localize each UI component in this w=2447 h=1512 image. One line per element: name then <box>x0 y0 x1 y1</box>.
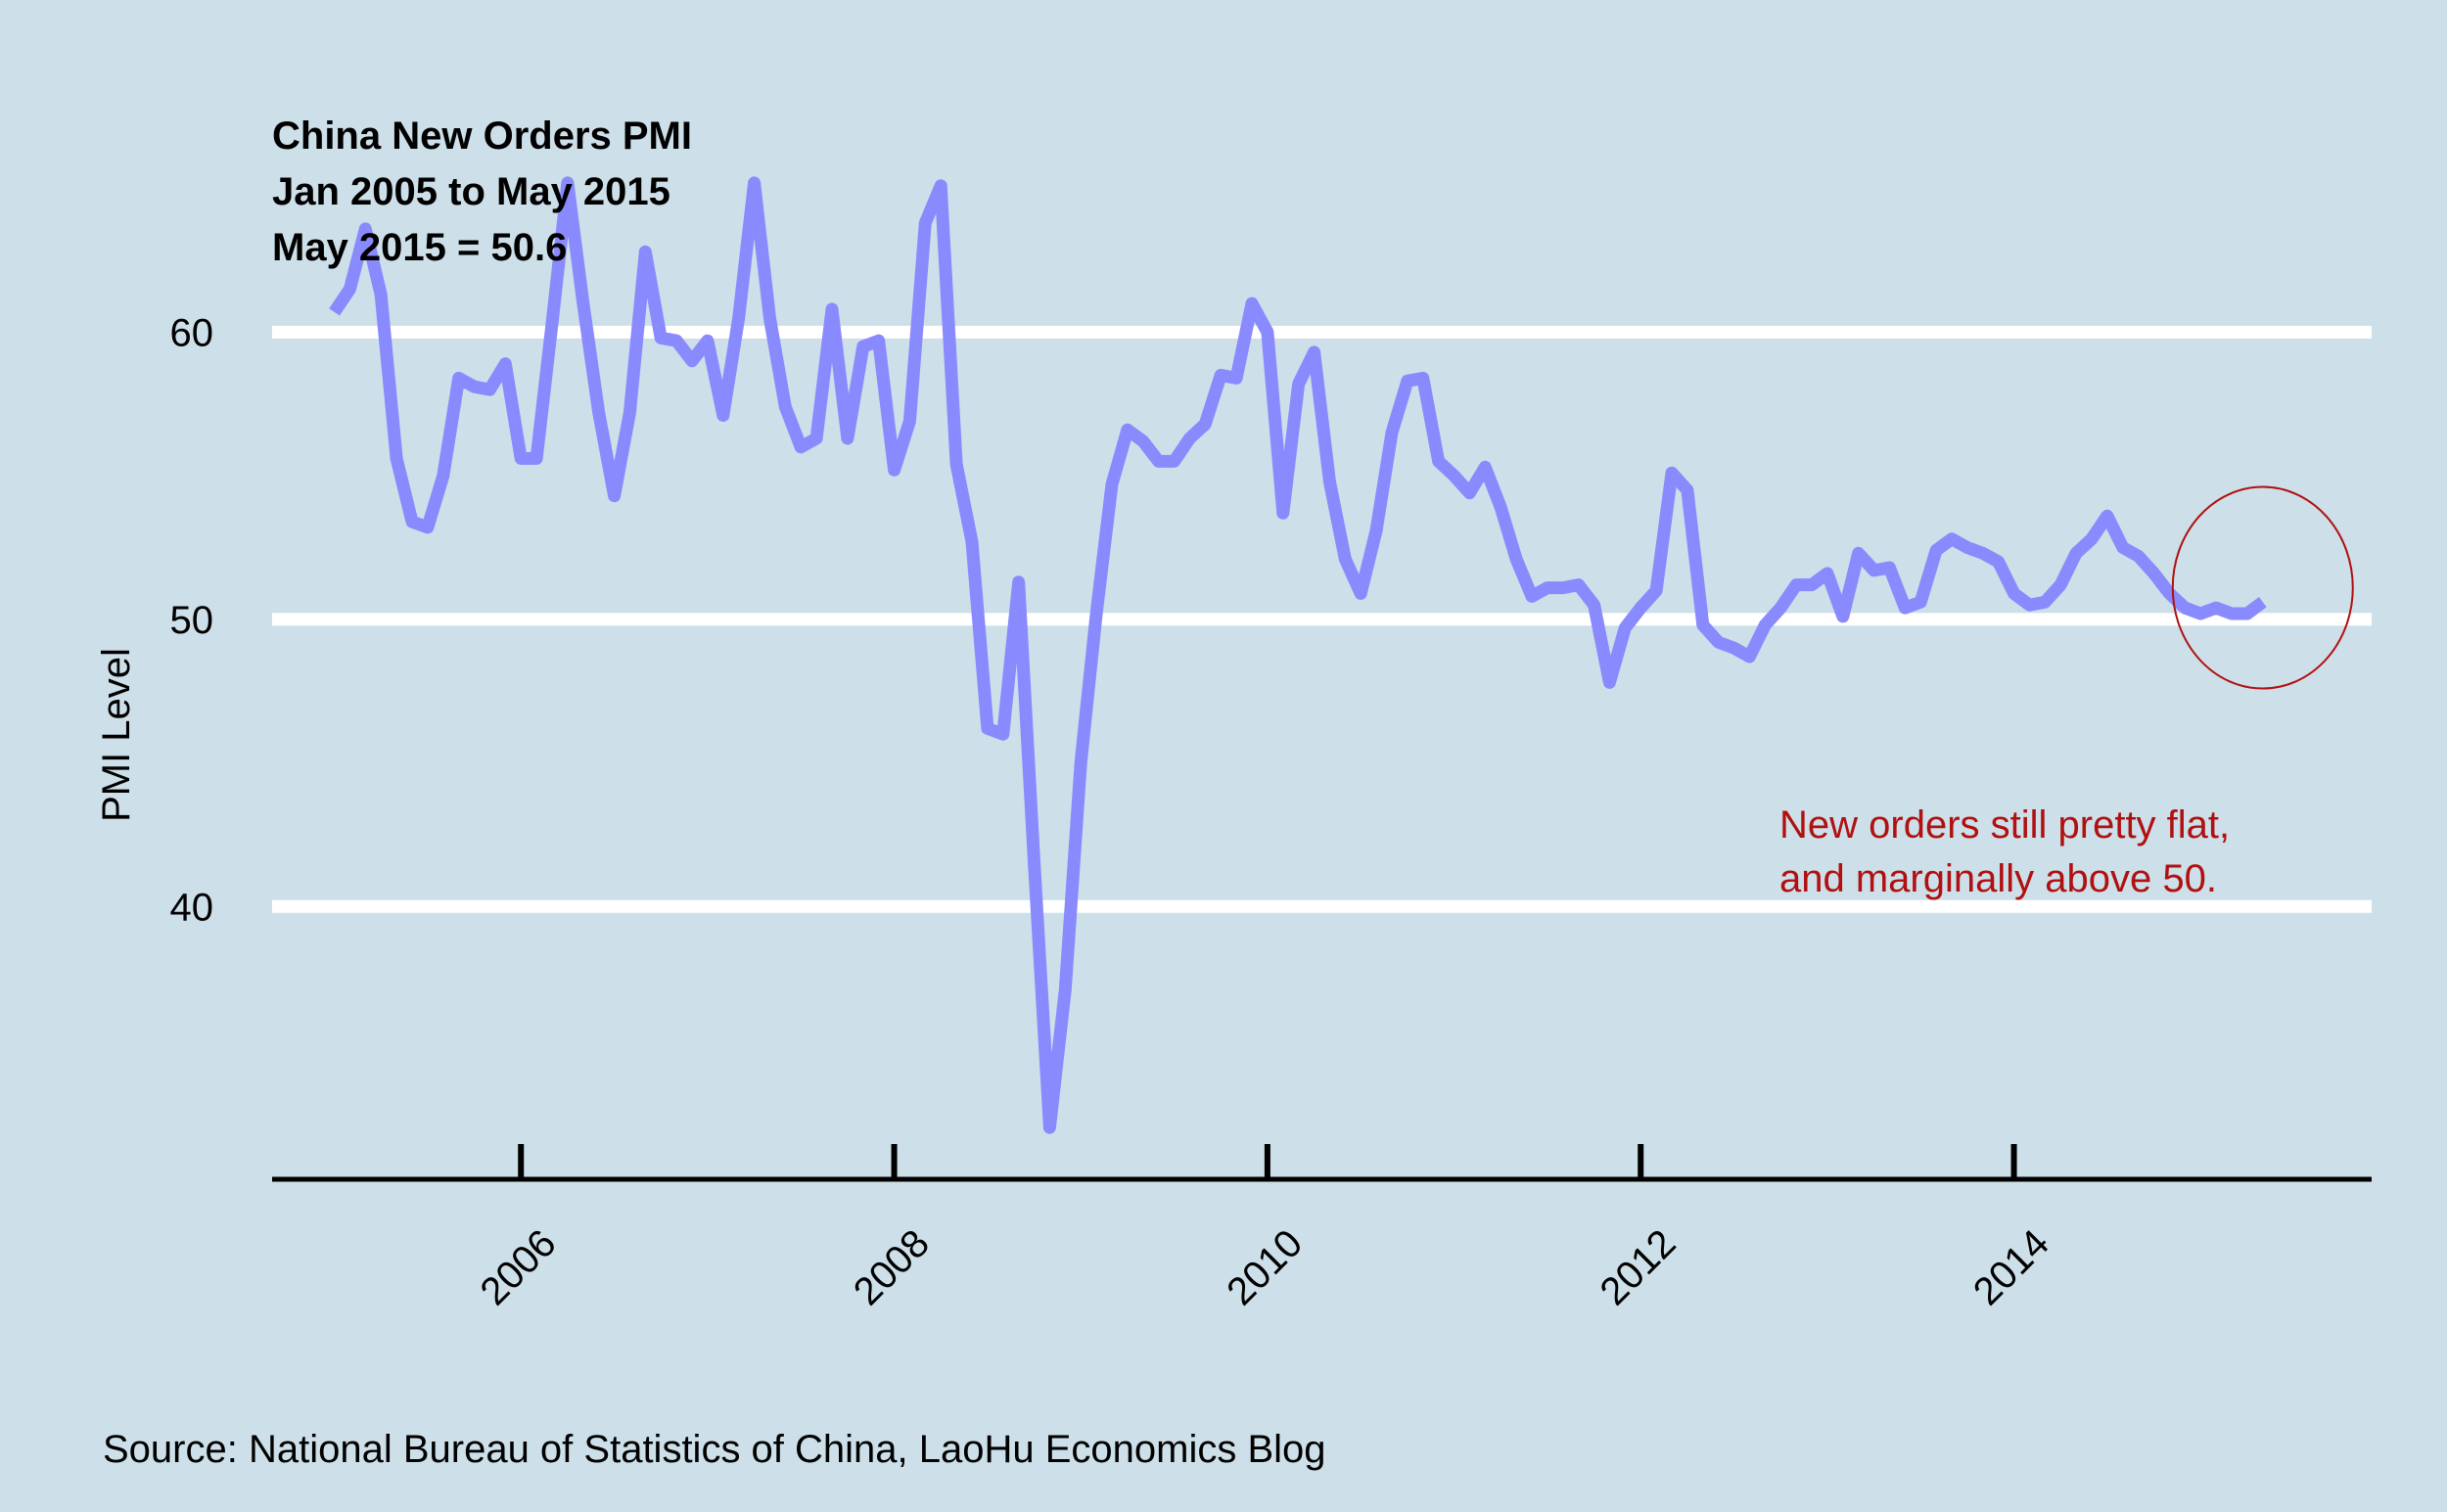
annotation-circle <box>2171 485 2354 690</box>
y-tick-labels: 40 50 60 <box>170 311 214 929</box>
series-line-new-orders-pmi <box>329 176 2267 1134</box>
chart-title-line-1: China New Orders PMI <box>272 115 692 158</box>
y-tick-label-60: 60 <box>170 311 214 354</box>
y-axis-title: PMI Level <box>95 648 138 822</box>
source-note: Source: National Bureau of Statistics of… <box>103 1428 1326 1471</box>
y-tick-label-40: 40 <box>170 886 214 929</box>
gridlines <box>272 325 2372 913</box>
chart-title-line-2: Jan 2005 to May 2015 <box>272 170 670 213</box>
y-tick-label-50: 50 <box>170 599 214 642</box>
annotation-line-2: and marginally above 50. <box>1779 857 2217 900</box>
chart-title-line-3: May 2015 = 50.6 <box>272 226 567 269</box>
annotation-line-1: New orders still pretty flat, <box>1779 803 2230 847</box>
